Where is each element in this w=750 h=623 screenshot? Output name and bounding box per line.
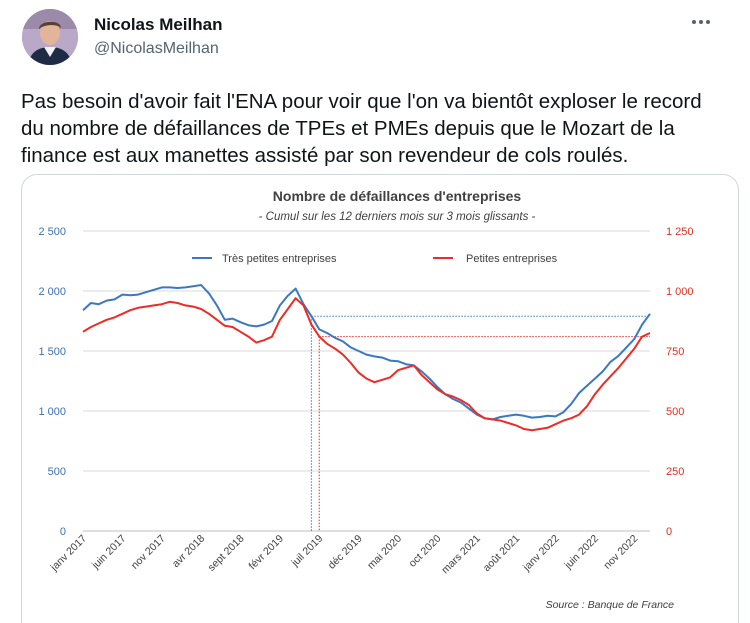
author-name[interactable]: Nicolas Meilhan <box>94 15 223 34</box>
y-left-tick-label: 1 500 <box>38 346 66 358</box>
y-left-tick-label: 2 000 <box>38 286 66 298</box>
y-left-tick-label: 500 <box>48 466 66 478</box>
x-tick-label: nov 2022 <box>601 533 640 572</box>
x-tick-label: juin 2022 <box>562 533 601 572</box>
x-tick-label: nov 2017 <box>129 533 168 572</box>
x-tick-label: juin 2017 <box>89 533 128 572</box>
x-tick-label: avr 2018 <box>170 533 207 570</box>
y-left-tick-label: 2 500 <box>38 226 66 238</box>
author-handle[interactable]: @NicolasMeilhan <box>94 40 219 57</box>
series-line-tpe <box>82 284 651 421</box>
tweet-media[interactable]: Nombre de défaillances d'entreprises - C… <box>21 174 739 623</box>
tweet-text: Pas besoin d'avoir fait l'ENA pour voir … <box>21 88 726 169</box>
legend-label-pe: Petites entreprises <box>466 253 558 265</box>
y-right-tick-label: 500 <box>666 406 684 418</box>
tweet-text-line: Pas besoin d'avoir fait l'ENA pour voir … <box>21 90 702 113</box>
y-left-tick-label: 0 <box>60 526 66 538</box>
x-tick-label: déc 2019 <box>326 533 365 572</box>
y-right-tick-label: 0 <box>666 526 672 538</box>
x-tick-label: févr 2019 <box>247 533 287 573</box>
y-right-tick-label: 1 000 <box>666 286 694 298</box>
series-line-pe <box>82 297 651 432</box>
chart-subtitle: - Cumul sur les 12 derniers mois sur 3 m… <box>259 211 536 223</box>
x-tick-label: sept 2018 <box>206 533 247 574</box>
y-left-tick-label: 1 000 <box>38 406 66 418</box>
legend-label-tpe: Très petites entreprises <box>222 253 337 265</box>
y-right-tick-label: 750 <box>666 346 684 358</box>
tweet-text-line: finance est aux manettes assisté par son… <box>21 144 629 167</box>
x-tick-label: janv 2017 <box>48 533 90 575</box>
x-tick-label: oct 2020 <box>407 533 444 570</box>
x-tick-label: mars 2021 <box>439 533 483 577</box>
tweet-text-line: du nombre de défaillances de TPEs et PME… <box>21 117 675 140</box>
x-tick-label: juil 2019 <box>289 533 326 570</box>
more-icon[interactable] <box>688 12 714 34</box>
x-tick-label: août 2021 <box>481 533 523 575</box>
chart-title: Nombre de défaillances d'entreprises <box>273 188 522 204</box>
x-tick-label: janv 2022 <box>520 533 562 575</box>
x-tick-label: mai 2020 <box>365 533 404 572</box>
y-right-tick-label: 250 <box>666 466 684 478</box>
chart-source: Source : Banque de France <box>546 599 675 611</box>
y-right-tick-label: 1 250 <box>666 226 694 238</box>
avatar[interactable] <box>22 9 78 65</box>
chart: Nombre de défaillances d'entreprises - C… <box>38 188 694 611</box>
